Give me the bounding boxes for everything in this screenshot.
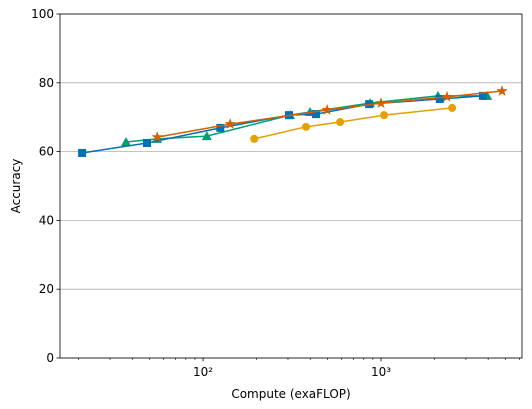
y-tick-label: 100: [31, 7, 54, 21]
point: [441, 90, 453, 102]
y-axis-label: Accuracy: [9, 159, 23, 214]
point: [448, 103, 457, 112]
x-tick-label: 10²: [193, 365, 213, 379]
point: [496, 85, 508, 96]
point: [380, 111, 389, 120]
point: [78, 148, 87, 157]
x-axis-label: Compute (exaFLOP): [231, 387, 350, 401]
point: [375, 97, 387, 108]
point: [321, 103, 333, 115]
y-tick-label: 20: [39, 282, 54, 296]
point: [201, 131, 212, 141]
y-tick-label: 80: [39, 76, 54, 90]
y-tick-label: 0: [46, 351, 54, 365]
x-tick-label: 10³: [371, 365, 391, 379]
plot-frame: [59, 13, 523, 359]
series-line: [157, 90, 503, 138]
point: [224, 118, 236, 129]
point: [142, 139, 151, 147]
point: [311, 110, 320, 119]
point: [151, 131, 163, 143]
series-line: [81, 95, 483, 154]
series-line: [254, 107, 453, 140]
point: [250, 134, 259, 143]
point: [216, 123, 225, 132]
point: [121, 136, 132, 146]
y-tick-label: 40: [39, 213, 54, 227]
point: [478, 91, 487, 100]
point: [336, 118, 345, 127]
y-tick-label: 60: [39, 145, 54, 159]
point: [435, 94, 444, 103]
point: [302, 122, 311, 131]
series-line: [125, 95, 488, 143]
